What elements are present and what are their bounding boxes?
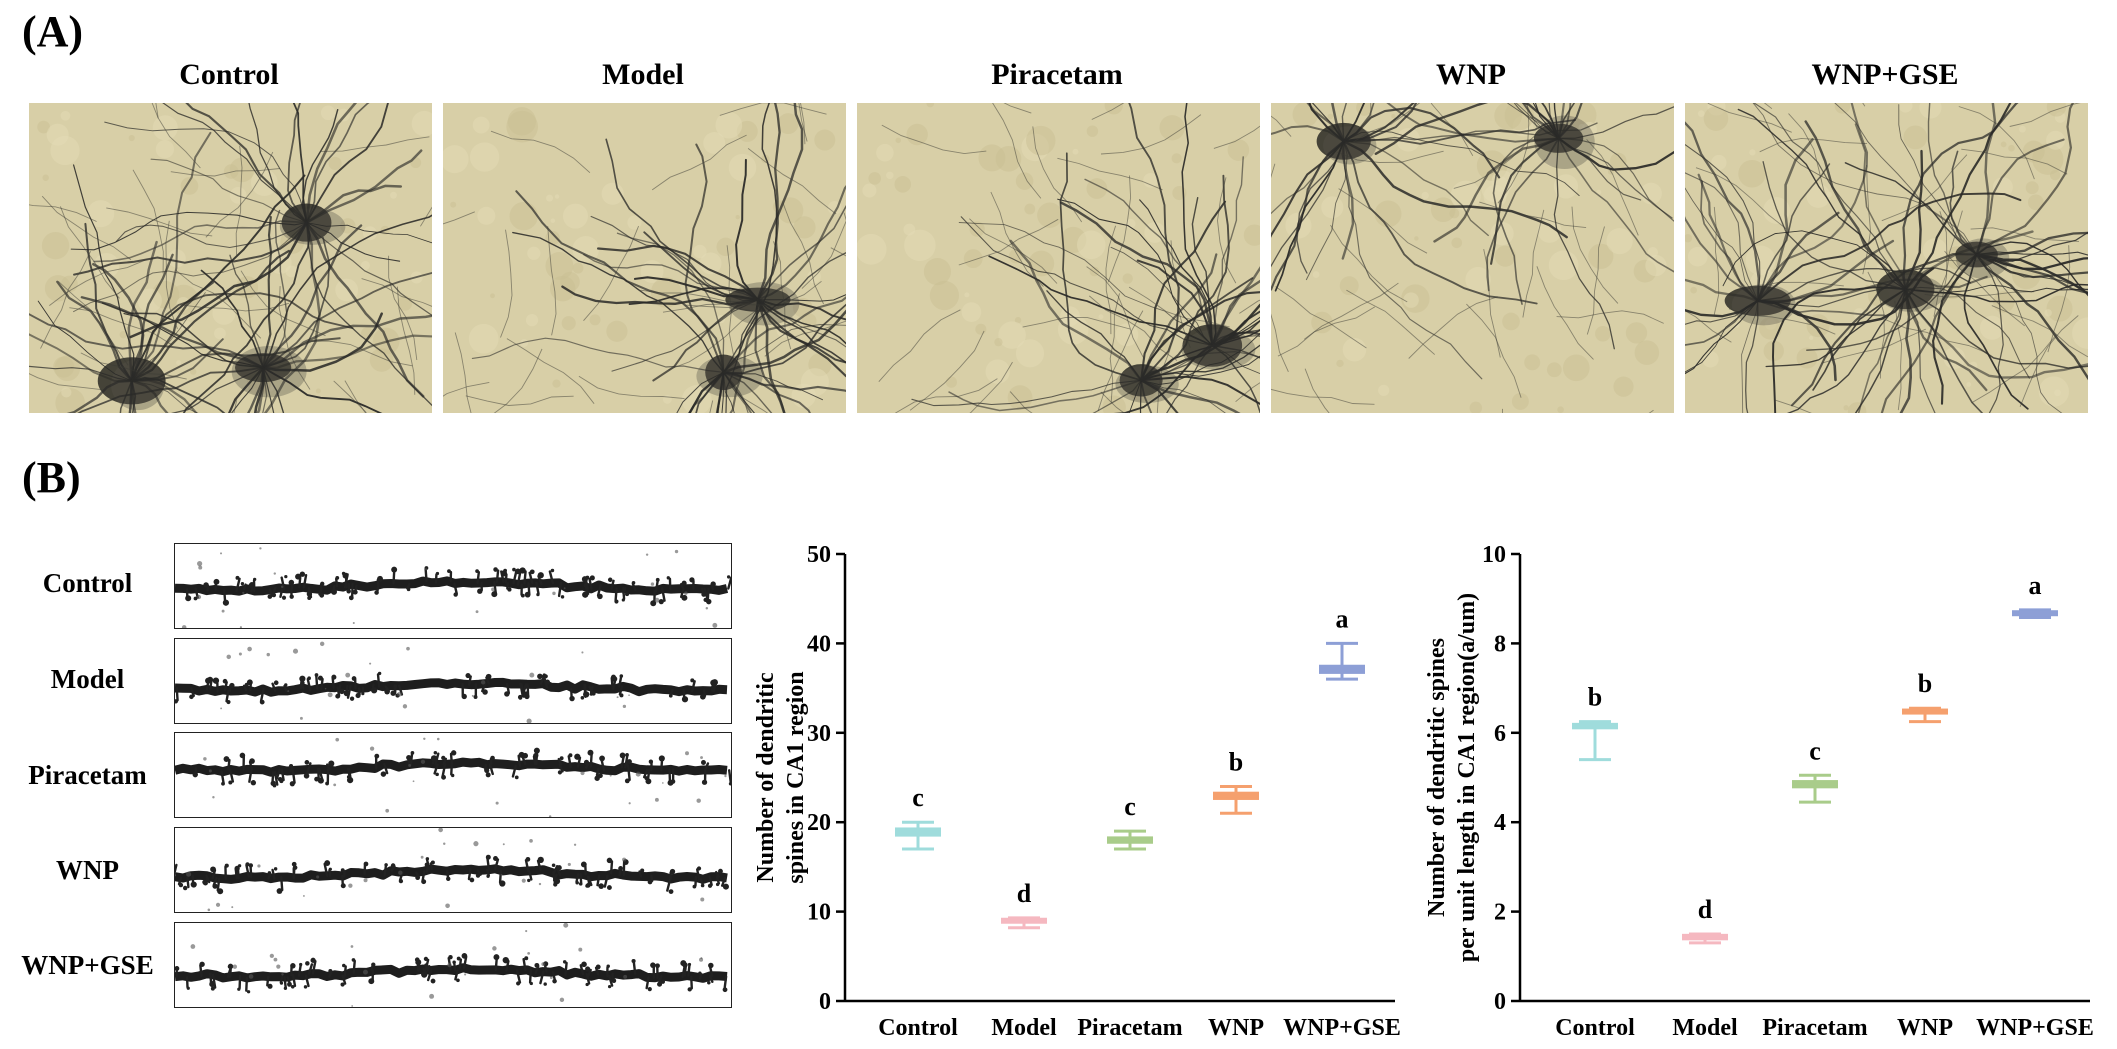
y-axis-label: per unit length in CA1 region(a/um) [1454,593,1480,962]
box-model: d [1001,879,1047,930]
x-tick-label: WNP+GSE [1976,1015,2094,1041]
box-wnp: b [1213,747,1259,815]
x-tick-label: Piracetam [1762,1015,1867,1041]
strip-label-piracetam: Piracetam [28,760,147,790]
dendrite-strip-wnp [174,827,732,913]
y-tick-label: 10 [807,900,831,926]
micrograph-piracetam [857,103,1260,413]
x-tick-label: Model [1672,1015,1738,1041]
box-model: d [1682,895,1728,945]
micro-title-model: Model [602,58,684,91]
y-tick-label: 50 [807,542,831,568]
box-wnp-gse: a [2012,571,2058,619]
box-plot-spine-count: 0 10 20 30 40 50 Number of dendritic spines in … [753,542,1401,1041]
micrograph-control [29,103,432,413]
significance-letter: c [1809,736,1821,765]
box-wnp: b [1902,669,1948,724]
y-tick-label: 8 [1494,631,1506,657]
significance-letter: d [1698,895,1713,924]
box-plot-spine-density: 0 2 4 6 8 10 Number of dendritic spines per uni… [1424,542,2094,1041]
significance-letter: a [2029,571,2042,600]
x-tick-label: Piracetam [1077,1015,1182,1041]
y-tick-label: 10 [1482,542,1506,568]
dendrite-strip-control [174,543,732,629]
dendrite-strip-wnp-gse [174,922,732,1008]
y-tick-label: 0 [819,989,831,1015]
significance-letter: d [1017,879,1032,908]
significance-letter: c [1124,792,1136,821]
strip-label-wnp: WNP [56,855,119,885]
y-tick-label: 6 [1494,721,1506,747]
panel-a-label: (A) [22,7,84,56]
y-tick-label: 4 [1494,810,1506,836]
y-axis-label: Number of dendritic [753,672,779,883]
y-tick-label: 0 [1494,989,1506,1015]
strip-label-model: Model [50,664,125,694]
micro-title-wnp: WNP [1436,58,1506,91]
panel-b-label: (B) [22,453,81,502]
micro-title-control: Control [179,58,279,91]
x-tick-label: WNP [1897,1015,1953,1041]
box-piracetam: c [1792,736,1838,804]
chart-spine-count: 0 10 20 30 40 50 Number of dendritic spines in … [735,540,1415,1049]
y-tick-label: 20 [807,810,831,836]
significance-letter: b [1918,669,1932,698]
significance-letter: b [1229,747,1243,776]
x-tick-label: Control [878,1015,958,1041]
y-axis-label: spines in CA1 region [783,671,809,883]
micrograph-wnp [1271,103,1674,413]
y-tick-label: 40 [807,631,831,657]
micro-title-piracetam: Piracetam [991,58,1123,91]
dendrite-strip-piracetam [174,732,732,818]
micrograph-wnp-gse [1685,103,2088,413]
y-axis-label: Number of dendritic spines [1424,638,1450,917]
strip-label-wnp-gse: WNP+GSE [21,950,154,980]
box-piracetam: c [1107,792,1153,851]
micrograph-model [443,103,846,413]
chart-spine-density: 0 2 4 6 8 10 Number of dendritic spines per uni… [1410,540,2110,1049]
y-tick-label: 2 [1494,900,1506,926]
x-tick-label: Control [1555,1015,1635,1041]
strip-label-control: Control [42,568,133,598]
x-tick-label: WNP [1208,1015,1264,1041]
significance-letter: b [1588,683,1602,712]
micro-title-wnp-gse: WNP+GSE [1811,58,1959,91]
box-control: c [895,783,941,851]
y-tick-label: 30 [807,721,831,747]
significance-letter: a [1336,604,1349,633]
dendrite-strip-model [174,638,732,724]
box-control: b [1572,683,1618,762]
significance-letter: c [912,783,924,812]
x-tick-label: WNP+GSE [1283,1015,1401,1041]
box-wnp-gse: a [1319,604,1365,681]
x-tick-label: Model [991,1015,1057,1041]
